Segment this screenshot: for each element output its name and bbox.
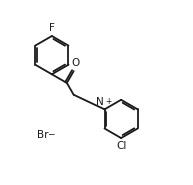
Text: F: F xyxy=(49,23,55,33)
Text: Br: Br xyxy=(37,130,49,140)
Text: +: + xyxy=(105,97,111,106)
Text: −: − xyxy=(47,129,55,138)
Text: Cl: Cl xyxy=(116,141,126,151)
Text: N: N xyxy=(96,97,104,107)
Text: O: O xyxy=(71,58,80,68)
